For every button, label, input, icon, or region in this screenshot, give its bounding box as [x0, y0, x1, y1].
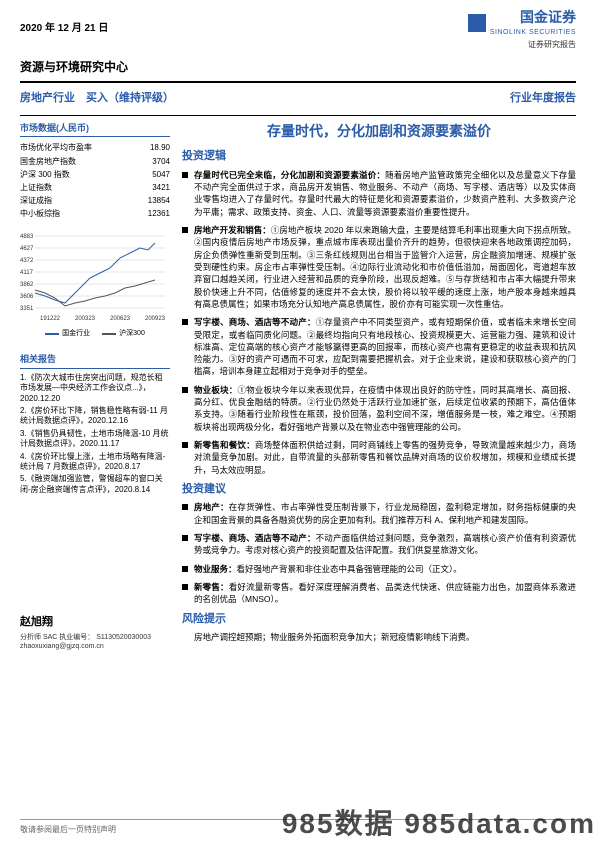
related-report-item: 5.《融资端加强监管，警惕超车的窗口关闭-房企融资端传言点评》，2020.8.1… [20, 474, 170, 495]
section-investment-logic: 投资逻辑 [182, 149, 576, 164]
related-report-item: 1.《防次大城市住房突出问题，规范长租市场发展—中央经济工作会议点...》，20… [20, 373, 170, 404]
company-logo-block: 国金证券 SINOLINK SECURITIES 证券研究报告 [468, 8, 576, 51]
related-report-item: 4.《房价环比慢上涨，土地市场略有降温-统计局 7 月数据点评》，2020.8.… [20, 452, 170, 473]
market-data-row: 上证指数3421 [20, 181, 170, 194]
advice-4: 新零售：看好流量新零售。看好深度理解消费者、品类迭代快速、供应链能力出色，加盟商… [194, 581, 576, 606]
logo-main-text: 国金证券 [490, 8, 576, 28]
report-type-label: 行业年度报告 [510, 91, 576, 106]
svg-text:191222: 191222 [40, 316, 61, 322]
analyst-email: zhaoxuxiang@gjzq.com.cn [20, 642, 170, 652]
legend-series-1: 国金行业 [62, 329, 90, 339]
section-risk: 风险提示 [182, 612, 576, 627]
research-center-name: 资源与环境研究中心 [0, 55, 596, 82]
performance-chart: 4883 4627 4372 4117 3862 3606 3351 191222 20032… [20, 228, 170, 323]
advice-1: 房地产：在存货弹性、市占率弹性受压制背景下，行业龙局稳固，盈利稳定增加，财务指标… [194, 501, 576, 526]
risk-text: 房地产调控超预期；物业服务外拓面积竞争加大；新冠疫情影响线下消费。 [182, 631, 576, 643]
bullet-icon [182, 387, 188, 393]
advice-2: 写字楼、商场、酒店等不动产：不动产面临供给过剩问题，竞争激烈，高端核心资产价值有… [194, 532, 576, 557]
market-data-row: 中小板综指12361 [20, 207, 170, 220]
bullet-icon [182, 172, 188, 178]
analyst-cert: S1130520030003 [96, 634, 151, 641]
bullet-5: 新零售和餐饮：商场整体面积供给过剩，同时商铺线上零售的强势竞争，导致流量越来越少… [194, 439, 576, 476]
bullet-icon [182, 535, 188, 541]
sidebar: 市场数据(人民币) 市场优化平均市盈率18.90国金房地产指数3704沪深 30… [20, 122, 170, 652]
market-data-row: 深证成指13854 [20, 194, 170, 207]
svg-text:3351: 3351 [20, 306, 34, 312]
main-content: 存量时代，分化加剧和资源要素溢价 投资逻辑 存量时代已完全来临，分化加剧和资源要… [182, 122, 576, 652]
main-title: 存量时代，分化加剧和资源要素溢价 [182, 122, 576, 142]
bullet-icon [182, 442, 188, 448]
bullet-1: 存量时代已完全来临，分化加剧和资源要素溢价：随着房地产监管政策完全细化以及总量意… [194, 169, 576, 218]
disclaimer-text: 敬请参阅最后一页特别声明 [20, 825, 116, 834]
svg-text:3862: 3862 [20, 282, 34, 288]
advice-3: 物业服务：看好强地产背景和非住业态中具备强管理能的公司（正文）。 [194, 563, 576, 575]
logo-icon [468, 14, 486, 32]
related-report-item: 2.《房价环比下降，销售稳性略有弱-11 月统计局数据点评》，2020.12.1… [20, 406, 170, 427]
analyst-name: 赵旭翔 [20, 615, 170, 630]
market-data-row: 沪深 300 指数5047 [20, 168, 170, 181]
market-data-row: 市场优化平均市盈率18.90 [20, 141, 170, 154]
svg-text:3606: 3606 [20, 294, 34, 300]
bullet-4: 物业板块：①物业板块今年以来表现优异，在疫情中体现出良好的防守性，同时其高增长、… [194, 384, 576, 433]
bullet-3: 写字楼、商场、酒店等不动产：①存量资产中不同类型资产，或有短期保价值，或者临未来… [194, 316, 576, 378]
svg-text:4627: 4627 [20, 246, 34, 252]
svg-text:200923: 200923 [145, 316, 166, 322]
svg-text:200323: 200323 [75, 316, 96, 322]
chart-legend: 国金行业 沪深300 [20, 329, 170, 345]
bullet-icon [182, 319, 188, 325]
bullet-icon [182, 566, 188, 572]
related-reports-title: 相关报告 [20, 353, 170, 369]
svg-text:4372: 4372 [20, 258, 34, 264]
market-data-title: 市场数据(人民币) [20, 122, 170, 138]
section-investment-advice: 投资建议 [182, 482, 576, 497]
report-date: 2020 年 12 月 21 日 [20, 22, 108, 36]
bullet-2: 房地产开发和销售：①房地产板块 2020 年以来跑输大盘，主要是结算毛利率出现重… [194, 224, 576, 310]
industry-rating: 房地产行业 买入（维持评级） [20, 91, 174, 106]
legend-series-2: 沪深300 [119, 329, 145, 339]
market-data-row: 国金房地产指数3704 [20, 155, 170, 168]
svg-text:200623: 200623 [110, 316, 131, 322]
logo-sub-text: SINOLINK SECURITIES [490, 28, 576, 38]
bullet-icon [182, 504, 188, 510]
logo-report-type: 证券研究报告 [468, 39, 576, 50]
analyst-cert-label: 分析师 SAC 执业编号： [20, 634, 94, 641]
svg-text:4117: 4117 [20, 270, 34, 276]
watermark: 985数据 985data.com [282, 804, 596, 843]
bullet-icon [182, 584, 188, 590]
bullet-icon [182, 227, 188, 233]
svg-text:4883: 4883 [20, 234, 34, 240]
analyst-block: 赵旭翔 分析师 SAC 执业编号： S1130520030003 zhaoxux… [20, 615, 170, 652]
related-report-item: 3.《销售仍具韧性，土地市场降温-10 月统计局数据点评》，2020.11.17 [20, 429, 170, 450]
